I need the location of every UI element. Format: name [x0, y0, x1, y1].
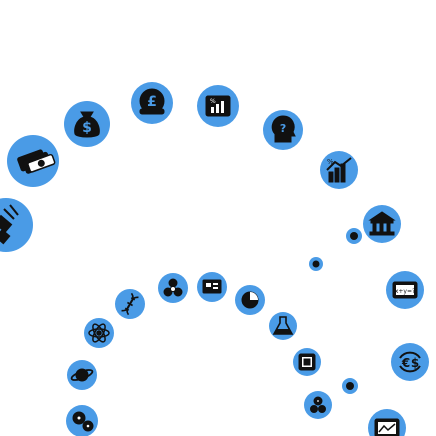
gears-icon [66, 405, 98, 436]
svg-text:£: £ [147, 94, 157, 110]
satellite-icon [0, 198, 33, 252]
svg-text:%: % [327, 158, 334, 166]
planet-icon [67, 360, 97, 390]
dot-icon-2 [346, 228, 362, 244]
formula-screen-icon: x+y=? [386, 271, 424, 309]
svg-text:?: ? [280, 122, 286, 135]
svg-text:$: $ [82, 120, 92, 136]
circuit-board-icon [197, 272, 227, 302]
pie-icon [235, 285, 265, 315]
svg-text:%: % [210, 98, 216, 105]
microchip-icon [293, 348, 321, 376]
atom-icon [84, 318, 114, 348]
dna-icon [115, 289, 145, 319]
money-bag-icon: $ [64, 101, 110, 147]
growth-chart-icon: % [320, 151, 358, 189]
svg-text:$: $ [411, 356, 419, 370]
pound-coin-icon: £ [131, 82, 173, 124]
head-idea-icon: ? [263, 110, 303, 150]
biohazard-icon [158, 273, 188, 303]
cash-stack-icon [7, 135, 59, 187]
flask-icon [269, 312, 297, 340]
svg-text:€: € [401, 356, 410, 370]
dot-icon-3 [309, 257, 323, 271]
cogs-cluster-icon [304, 391, 332, 419]
bank-icon [363, 205, 401, 243]
currency-exchange-icon: € $ [391, 343, 429, 381]
svg-text:x+y=?: x+y=? [395, 288, 415, 295]
dot-icon-1 [342, 378, 358, 394]
line-chart-icon [368, 409, 406, 436]
percentage-chart-icon: % [197, 85, 239, 127]
